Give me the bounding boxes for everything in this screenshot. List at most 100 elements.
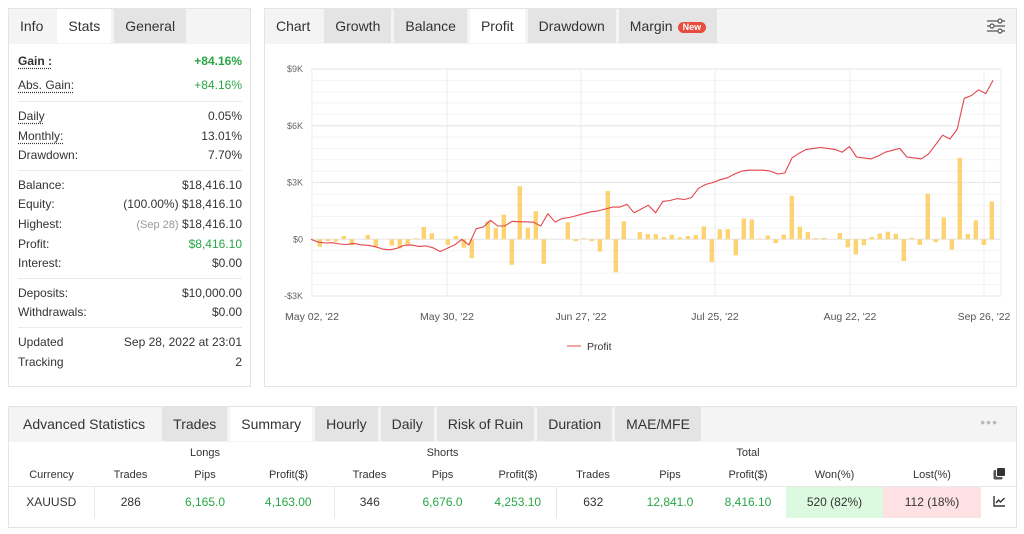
tab-mae-mfe[interactable]: MAE/MFE	[615, 407, 701, 441]
chart-settings-button[interactable]	[976, 9, 1016, 43]
updated-value: Sep 28, 2022 at 23:01	[123, 334, 242, 349]
col-lost: Lost(%)	[913, 468, 951, 481]
stat-highest: Highest: (Sep 28) $18,416.10	[18, 215, 242, 235]
stat-balance: Balance: $18,416.10	[18, 176, 242, 196]
tab-chart[interactable]: Chart	[276, 18, 311, 34]
lost-cell: 112 (18%)	[883, 485, 981, 518]
copy-button[interactable]	[981, 464, 1018, 486]
svg-text:-$3K: -$3K	[284, 291, 303, 301]
advanced-tabs: Advanced Statistics Trades Summary Hourl…	[9, 407, 1016, 442]
summary-table: Longs Shorts Total Currency Trades Pips …	[9, 442, 1018, 518]
tab-risk-of-ruin[interactable]: Risk of Ruin	[436, 407, 535, 441]
col-long-trades: Trades	[113, 468, 148, 481]
tab-drawdown[interactable]: Drawdown	[527, 9, 616, 43]
daily-label[interactable]: Daily	[18, 109, 45, 123]
col-short-profit: Profit($)	[498, 468, 538, 481]
col-short-trades: Trades	[352, 468, 387, 481]
tab-growth[interactable]: Growth	[324, 9, 392, 43]
col-won: Won(%)	[814, 468, 855, 481]
updated-label: Updated	[18, 334, 64, 349]
drawdown-label: Drawdown:	[18, 148, 79, 163]
sliders-icon	[987, 18, 1005, 34]
tab-daily[interactable]: Daily	[380, 407, 434, 441]
svg-text:Sep 26, '22: Sep 26, '22	[958, 311, 1011, 323]
stat-withdrawals: Withdrawals: $0.00	[18, 303, 242, 323]
stat-drawdown: Drawdown: 7.70%	[18, 146, 242, 166]
tab-balance[interactable]: Balance	[394, 9, 467, 43]
total-trades-cell: 632	[555, 485, 630, 518]
stat-tracking: Tracking 2	[18, 353, 242, 373]
short-pips-cell: 6,676.0	[405, 485, 480, 518]
tab-stats[interactable]: Stats	[57, 9, 112, 43]
tab-info[interactable]: Info	[20, 18, 44, 34]
line-chart-icon	[993, 495, 1005, 507]
abs-gain-value: +84.16%	[194, 78, 242, 92]
equity-amount: $18,416.10	[181, 197, 242, 212]
table-row: XAUUSD 286 6,165.0 4,163.00 346 6,676.0 …	[9, 485, 1018, 518]
advanced-statistics-panel: Advanced Statistics Trades Summary Hourl…	[8, 406, 1018, 528]
advanced-title: Advanced Statistics	[23, 416, 146, 432]
monthly-label[interactable]: Monthly:	[18, 128, 64, 143]
stat-updated: Updated Sep 28, 2022 at 23:01	[18, 333, 242, 353]
col-currency: Currency	[29, 468, 74, 481]
interest-value: $0.00	[211, 256, 242, 271]
row-chart-button[interactable]	[981, 485, 1018, 518]
balance-label: Balance:	[18, 177, 65, 192]
more-options-button[interactable]: •••	[962, 407, 1016, 441]
stat-profit: Profit: $8,416.10	[18, 235, 242, 255]
long-profit-cell: 4,163.00	[243, 485, 334, 518]
margin-label: Margin	[629, 18, 673, 34]
deposits-label: Deposits:	[18, 285, 69, 300]
long-trades-cell: 286	[93, 485, 167, 518]
tab-margin[interactable]: Margin New	[618, 9, 718, 43]
tab-duration[interactable]: Duration	[537, 407, 613, 441]
won-cell: 520 (82%)	[786, 485, 883, 518]
tab-summary[interactable]: Summary	[230, 407, 313, 441]
withdrawals-label: Withdrawals:	[18, 305, 87, 320]
ellipsis-icon: •••	[980, 414, 998, 430]
stat-gain: Gain : +84.16%	[18, 49, 242, 73]
highest-date: (Sep 28)	[136, 218, 179, 231]
longs-header: Longs	[190, 447, 220, 459]
account-info-panel: Info Stats General Gain : +84.16% Abs. G…	[8, 8, 251, 387]
col-total-trades: Trades	[576, 468, 610, 481]
svg-text:$0: $0	[293, 234, 303, 244]
highest-value: (Sep 28) $18,416.10	[136, 215, 242, 235]
tracking-value: 2	[235, 354, 242, 369]
gain-label[interactable]: Gain :	[18, 54, 53, 68]
col-total-pips: Pips	[659, 468, 681, 481]
drawdown-value: 7.70%	[207, 148, 242, 163]
short-trades-cell: 346	[333, 485, 405, 518]
tab-trades[interactable]: Trades	[162, 407, 228, 441]
rate-group: Daily 0.05% Monthly: 13.01% Drawdown: 7.…	[18, 102, 242, 171]
profit-label: Profit:	[18, 236, 50, 251]
stat-abs-gain: Abs. Gain: +84.16%	[18, 73, 242, 97]
total-header: Total	[736, 447, 760, 459]
equity-label: Equity:	[18, 197, 55, 212]
gain-value: +84.16%	[194, 54, 242, 68]
profit-chart[interactable]: $9K $6K $3K $0 -$3K May 02, '22 May 30, '22 Jun…	[265, 45, 1016, 386]
tracking-label: Tracking	[18, 354, 64, 369]
gain-group: Gain : +84.16% Abs. Gain: +84.16%	[18, 44, 242, 102]
total-profit-cell: 8,416.10	[710, 485, 786, 518]
column-header-row: Currency Trades Pips Profit($) Trades Pi…	[9, 464, 1018, 486]
deposits-group: Deposits: $10,000.00 Withdrawals: $0.00	[18, 279, 242, 328]
daily-value: 0.05%	[207, 109, 242, 123]
info-tabs: Info Stats General	[9, 9, 250, 44]
stat-deposits: Deposits: $10,000.00	[18, 284, 242, 304]
col-long-pips: Pips	[194, 468, 216, 481]
abs-gain-label[interactable]: Abs. Gain:	[18, 78, 75, 92]
svg-text:Profit: Profit	[587, 341, 612, 353]
tab-profit[interactable]: Profit	[469, 9, 525, 43]
equity-value: (100.00%) $18,416.10	[123, 195, 242, 215]
tab-hourly[interactable]: Hourly	[315, 407, 378, 441]
svg-text:Jun 27, '22: Jun 27, '22	[555, 311, 606, 323]
col-long-profit: Profit($)	[268, 468, 309, 481]
svg-text:Jul 25, '22: Jul 25, '22	[691, 311, 739, 323]
svg-text:$3K: $3K	[287, 178, 303, 188]
shorts-header: Shorts	[426, 447, 459, 459]
svg-text:$6K: $6K	[287, 121, 303, 131]
svg-text:May 02, '22: May 02, '22	[285, 311, 339, 323]
tab-general[interactable]: General	[114, 9, 187, 43]
stat-equity: Equity: (100.00%) $18,416.10	[18, 195, 242, 215]
